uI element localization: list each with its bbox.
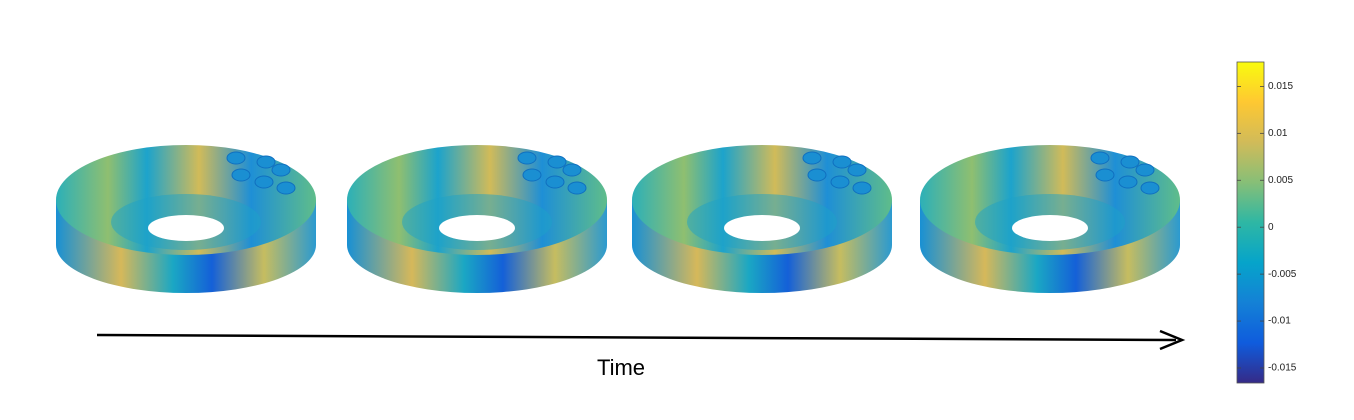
tick-label: 0.005 <box>1268 175 1293 186</box>
tick-label: 0.01 <box>1268 128 1288 139</box>
time-arrow <box>96 333 1177 342</box>
tick-label: -0.015 <box>1268 363 1297 374</box>
tick-label: -0.01 <box>1268 316 1291 327</box>
surface-2 <box>346 144 608 294</box>
tick-label: 0 <box>1268 222 1274 233</box>
colorbar <box>1236 61 1265 384</box>
time-label: Time <box>597 355 645 380</box>
tick-label: 0.015 <box>1268 81 1293 92</box>
surface-1 <box>55 144 317 294</box>
surface-4 <box>919 144 1181 294</box>
surface-3 <box>631 144 893 294</box>
arrow-head <box>1159 329 1186 351</box>
tick-label: -0.005 <box>1268 269 1297 280</box>
